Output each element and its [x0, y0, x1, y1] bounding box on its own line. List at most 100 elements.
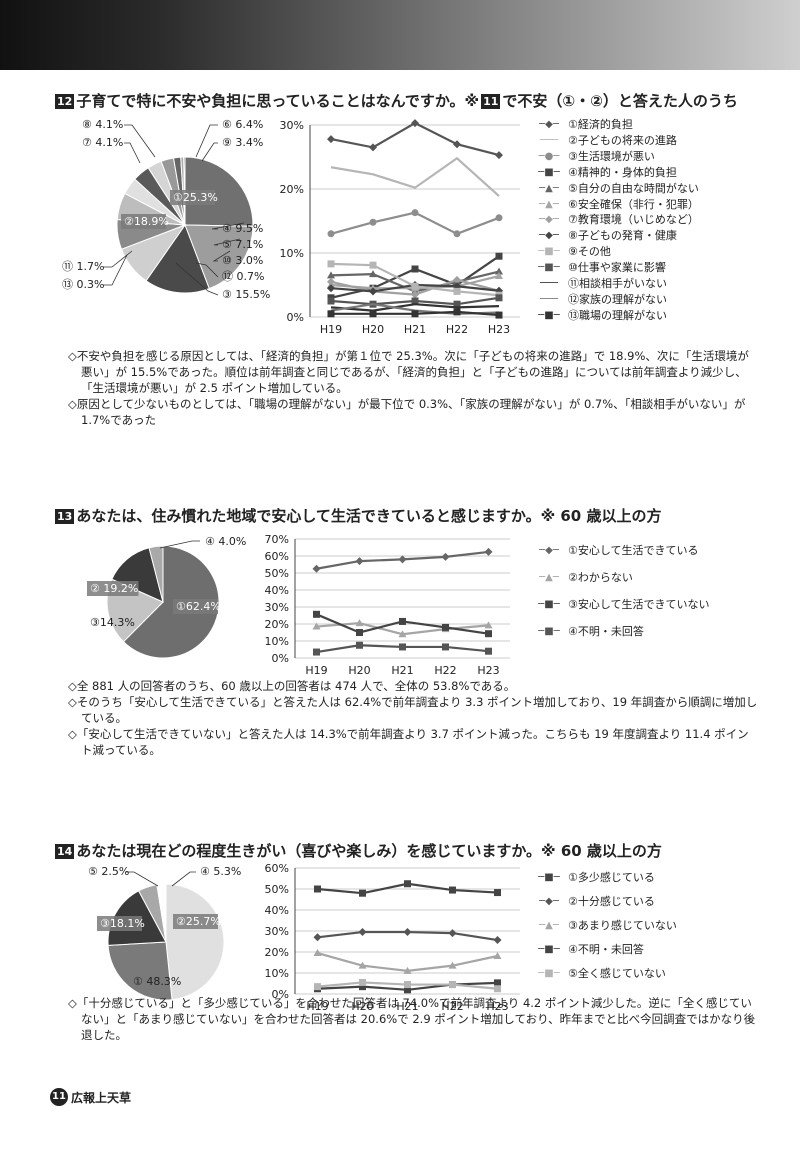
legend-label: ⑤全く感じていない — [568, 967, 666, 980]
legend-marker: ─■─ — [538, 944, 560, 955]
leader-line — [124, 124, 156, 158]
tick-label: H21 — [404, 323, 426, 336]
legend-item: ─■─ ⑬職場の理解がない — [532, 308, 699, 324]
leader-line — [201, 142, 218, 162]
data-point — [484, 547, 493, 556]
section-q13: 13 あなたは、住み慣れた地域で安心して生活できていると感じますか。※ 60 歳以… — [0, 505, 800, 835]
legend-label: ⑧子どもの発育・健康 — [568, 229, 677, 243]
tick-label: 30% — [265, 925, 289, 938]
data-point — [369, 143, 377, 152]
chart-q12: ⑧ 4.1% ⑦ 4.1% ⑥ 6.4% ⑨ 3.4% ①25.3% ②18.9% ④ 9.… — [62, 118, 520, 336]
data-point — [313, 610, 320, 618]
pie-label: ⑦ 4.1% — [82, 136, 123, 149]
question-title: 12 子育てで特に不安や負担に思っていることはなんですか。※ 11 で不安（①・②）と… — [55, 90, 738, 111]
legend-label: ⑬職場の理解がない — [568, 308, 667, 322]
data-point — [369, 310, 377, 318]
pie-label: ③14.3% — [90, 616, 135, 629]
legend-marker: ─■─ — [538, 166, 560, 178]
leader-line — [103, 254, 128, 286]
data-point — [453, 287, 461, 295]
legend-item: ─■─ ⑨その他 — [532, 244, 699, 260]
data-point — [313, 648, 320, 656]
data-point — [314, 983, 321, 991]
chart-q13: ④ 4.0% ② 19.2% ③14.3% ①62.4% 0% 10% 20% 30% 40% 5… — [87, 533, 510, 677]
series-line — [330, 121, 500, 157]
question-number: 14 — [55, 844, 75, 859]
data-point — [358, 961, 367, 969]
pie-label: ② 19.2% — [90, 582, 138, 595]
data-point — [495, 311, 503, 319]
section-q14: 14 あなたは現在どの程度生きがい（喜びや楽しみ）を感じていますか。※ 60 歳以… — [0, 840, 800, 1170]
data-point — [453, 300, 461, 308]
data-point — [442, 643, 449, 651]
data-point — [359, 889, 366, 897]
legend-label: ②子どもの将来の進路 — [568, 133, 677, 147]
tick-label: H20 — [351, 1000, 373, 1013]
data-point — [453, 308, 461, 316]
leader-line — [124, 142, 141, 164]
legend-marker: ─■─ — [538, 599, 560, 610]
pie-label: ⑧ 4.1% — [82, 118, 123, 131]
pie-slice — [148, 545, 164, 603]
data-point — [411, 119, 419, 128]
data-point — [411, 265, 419, 273]
pie-label: ①25.3% — [173, 191, 218, 204]
data-point — [494, 889, 501, 897]
data-point — [313, 949, 322, 957]
tick-label: H19 — [306, 1000, 328, 1013]
legend-marker: ─◆─ — [539, 230, 559, 242]
tick-label: H19 — [305, 664, 327, 677]
section-q12: 12 子育てで特に不安や負担に思っていることはなんですか。※ 11 で不安（①・②）と… — [0, 90, 800, 427]
legend-marker: ─◆─ — [539, 119, 559, 130]
leader-line — [126, 871, 159, 887]
data-point — [495, 267, 503, 275]
legend-label: ⑥安全確保（非行・犯罪） — [568, 197, 699, 211]
tick-label: 0% — [272, 988, 289, 1001]
data-point — [356, 641, 363, 649]
legend-marker: ─■─ — [538, 262, 560, 274]
pie-label: ⑤ 2.5% — [88, 865, 129, 878]
data-point — [327, 271, 335, 279]
data-point — [399, 617, 406, 625]
legend-label: ①経済的負担 — [568, 118, 633, 131]
tick-label: 10% — [265, 967, 289, 980]
legend-marker: ─▲─ — [539, 572, 559, 583]
tick-label: H20 — [348, 664, 370, 677]
note-paragraph: ◇不安や負担を感じる原因としては、「経済的負担」が第１位で 25.3%。次に「子… — [68, 349, 749, 395]
data-point — [327, 310, 335, 318]
series-line — [330, 303, 500, 312]
legend-item: ─■─ ①多少感じている — [532, 866, 677, 890]
data-point — [441, 552, 450, 561]
legend-label: ⑪相談相手がいない — [568, 277, 667, 291]
data-point — [449, 886, 456, 894]
tick-label: 60% — [265, 862, 289, 875]
legend-label: ⑫家族の理解がない — [568, 292, 667, 306]
pie-label: ⑨ 3.4% — [222, 136, 263, 149]
tick-label: 20% — [280, 183, 304, 196]
pie-slice — [183, 156, 186, 226]
data-point — [484, 621, 493, 629]
pie-slice — [107, 941, 173, 1001]
data-point — [411, 310, 419, 318]
data-point — [448, 961, 457, 969]
tick-label: 70% — [265, 533, 289, 546]
legend-label: ②十分感じている — [568, 895, 655, 908]
tick-label: H20 — [362, 323, 384, 336]
data-point — [356, 629, 363, 636]
data-point — [399, 643, 406, 651]
pie-label: ④ 9.5% — [222, 222, 263, 235]
data-point — [359, 978, 366, 986]
leader-line — [195, 124, 218, 158]
legend-q14: ─■─ ①多少感じている ─◆─ ②十分感じている ─▲─ ③あまり感じていない ─■─ ④不… — [532, 866, 677, 986]
data-point — [411, 209, 419, 217]
data-point — [327, 277, 335, 286]
data-point — [495, 286, 503, 295]
leader-line — [103, 250, 133, 268]
data-point — [495, 272, 503, 280]
data-point — [327, 260, 335, 268]
label-bg — [173, 914, 218, 929]
data-point — [403, 966, 412, 974]
data-point — [494, 985, 501, 993]
data-point — [358, 928, 367, 937]
tick-label: 60% — [265, 550, 289, 563]
